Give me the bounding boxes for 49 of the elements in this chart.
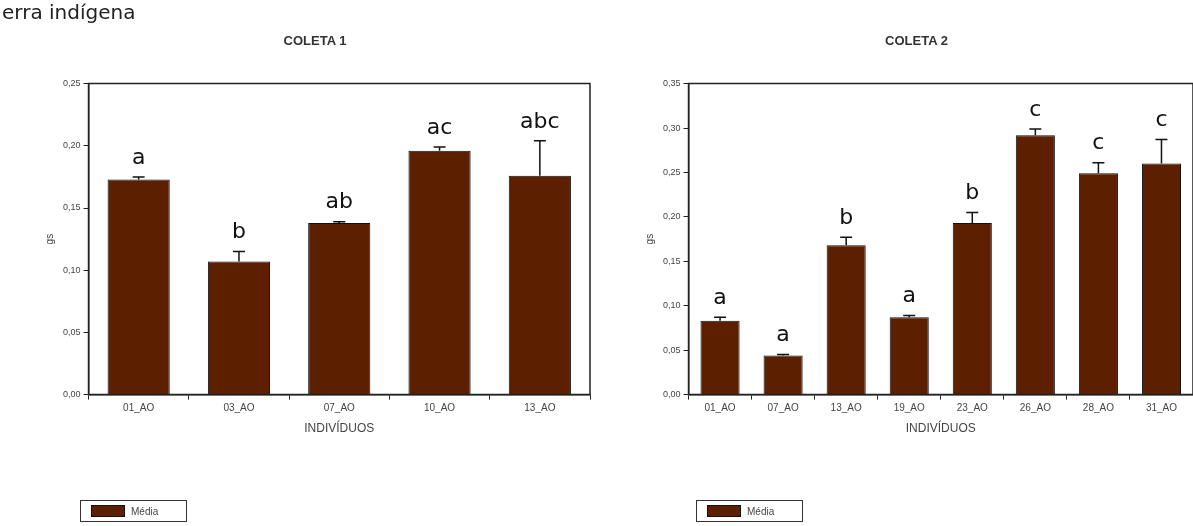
x-tick-label: 01_AO: [704, 402, 736, 414]
data-label: b: [231, 218, 246, 244]
y-tick-label: 0,00: [62, 389, 81, 400]
y-axis-title: gs: [643, 233, 655, 245]
data-label: a: [131, 143, 146, 169]
y-tick-label: 0,05: [62, 326, 81, 337]
chart-title: COLETA 2: [885, 33, 948, 49]
x-tick-label: 23_AO: [956, 402, 989, 414]
x-tick-label: 26_AO: [1019, 402, 1052, 414]
x-tick-label: 13_AO: [524, 402, 556, 414]
chart-title: COLETA 1: [283, 33, 347, 49]
data-label: abc: [520, 107, 560, 133]
y-tick-label: 0,10: [62, 264, 81, 275]
x-tick-label: 28_AO: [1082, 402, 1115, 414]
x-tick-label: 19_AO: [893, 402, 926, 414]
y-tick-label: 0,20: [662, 211, 681, 222]
y-tick-label: 0,15: [62, 202, 81, 213]
x-tick-label: 07_AO: [323, 402, 356, 414]
x-tick-label: 31_AO: [1145, 402, 1178, 414]
y-tick-label: 0,25: [662, 166, 681, 177]
y-tick-label: 0,25: [62, 78, 81, 89]
data-label: a: [776, 321, 790, 347]
data-label: c: [1155, 106, 1168, 132]
y-tick-label: 0,05: [662, 344, 681, 355]
legend-label: Média: [131, 505, 159, 517]
y-tick-label: 0,00: [662, 389, 681, 400]
data-label: c: [1029, 95, 1042, 121]
x-tick-label: 07_AO: [767, 402, 799, 414]
x-tick-label: 03_AO: [223, 402, 255, 414]
y-tick-label: 0,10: [662, 300, 681, 311]
data-label: ac: [426, 113, 453, 139]
y-tick-label: 0,15: [662, 255, 681, 266]
y-tick-label: 0,30: [662, 122, 681, 133]
x-tick-label: 01_AO: [123, 402, 155, 414]
data-label: ab: [325, 188, 353, 214]
legend-label: Média: [747, 505, 775, 517]
data-label: b: [839, 204, 854, 230]
data-label: b: [965, 179, 980, 205]
x-axis-title: INDIVÍDUOS: [905, 420, 976, 436]
x-axis-title: INDIVÍDUOS: [304, 420, 375, 436]
data-label: c: [1092, 129, 1105, 155]
data-label: a: [713, 284, 727, 310]
y-axis-title: gs: [43, 233, 55, 245]
y-tick-label: 0,20: [62, 140, 81, 151]
text: erra indígena: [2, 0, 136, 24]
x-tick-label: 13_AO: [830, 402, 862, 414]
y-tick-label: 0,35: [662, 78, 681, 89]
data-label: a: [902, 282, 916, 308]
x-tick-label: 10_AO: [423, 402, 456, 414]
